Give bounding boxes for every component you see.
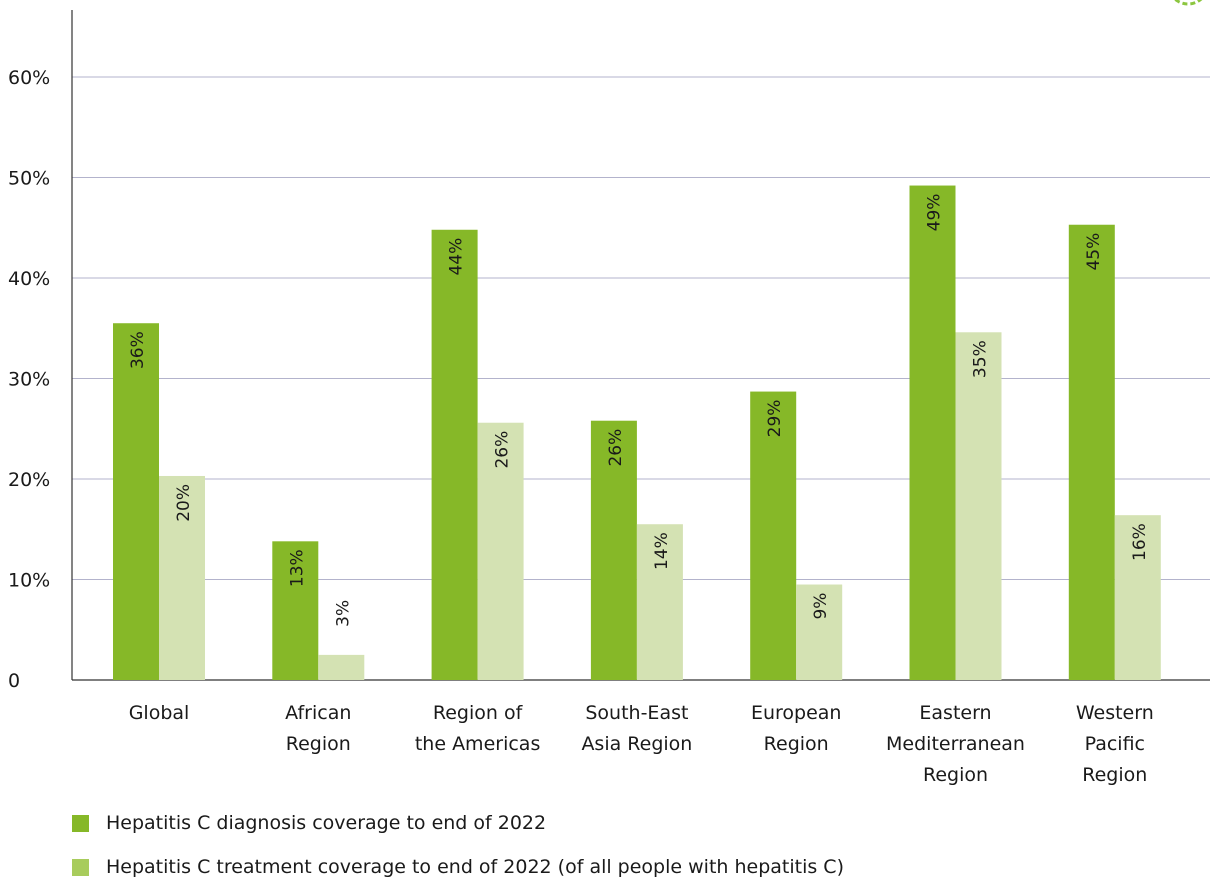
x-tick-label: European bbox=[751, 702, 842, 724]
bar-diagnosis bbox=[909, 185, 956, 681]
logo-ring-icon bbox=[1173, 0, 1203, 6]
data-label: 26% bbox=[493, 431, 513, 469]
data-label: 13% bbox=[287, 549, 307, 587]
bar-treatment bbox=[955, 332, 1002, 680]
data-label: 20% bbox=[174, 484, 194, 522]
y-tick-label: 50% bbox=[8, 168, 50, 190]
x-tick-label: Mediterranean bbox=[886, 733, 1025, 755]
bar-diagnosis bbox=[1068, 224, 1115, 681]
legend-label-treatment: Hepatitis C treatment coverage to end of… bbox=[106, 856, 844, 878]
x-tick-label: South-East bbox=[585, 702, 688, 724]
x-tick-label: Region bbox=[286, 733, 351, 755]
bar-treatment bbox=[1114, 515, 1161, 680]
data-label: 36% bbox=[128, 331, 148, 369]
data-label: 14% bbox=[652, 532, 672, 570]
y-tick-label: 40% bbox=[8, 268, 50, 290]
data-label: 29% bbox=[765, 400, 785, 438]
data-label: 45% bbox=[1084, 233, 1104, 271]
x-tick-label: Region bbox=[923, 764, 988, 786]
data-label: 44% bbox=[447, 238, 467, 276]
y-tick-label: 30% bbox=[8, 369, 50, 391]
bar-diagnosis bbox=[590, 420, 637, 680]
x-tick-label: Western bbox=[1076, 702, 1154, 724]
legend-swatch-treatment bbox=[72, 858, 89, 876]
bar-diagnosis bbox=[113, 323, 159, 680]
y-tick-label: 60% bbox=[8, 67, 50, 89]
data-label: 3% bbox=[333, 600, 353, 627]
x-tick-label: Eastern bbox=[919, 702, 991, 724]
legend-swatch-diagnosis bbox=[72, 814, 89, 832]
bar-treatment bbox=[477, 422, 524, 680]
bar-diagnosis bbox=[431, 229, 478, 680]
y-tick-label: 0 bbox=[8, 670, 20, 692]
data-label: 9% bbox=[811, 593, 831, 620]
x-tick-label: Global bbox=[129, 702, 190, 724]
bar-diagnosis bbox=[750, 391, 797, 680]
x-tick-label: Asia Region bbox=[581, 733, 692, 755]
y-tick-label: 20% bbox=[8, 469, 50, 491]
bar-diagnosis bbox=[272, 541, 319, 680]
legend-item-diagnosis: Hepatitis C diagnosis coverage to end of… bbox=[72, 812, 546, 834]
x-tick-label: Region bbox=[764, 733, 829, 755]
data-label: 35% bbox=[971, 340, 991, 378]
bar-treatment bbox=[796, 584, 843, 680]
y-tick-label: 10% bbox=[8, 570, 50, 592]
x-tick-label: African bbox=[285, 702, 351, 724]
data-label: 49% bbox=[925, 194, 945, 232]
x-tick-label: Pacific bbox=[1085, 733, 1145, 755]
x-tick-label: the Americas bbox=[415, 733, 541, 755]
bar-treatment bbox=[636, 524, 683, 680]
legend-label-diagnosis: Hepatitis C diagnosis coverage to end of… bbox=[106, 812, 547, 834]
bar-treatment bbox=[159, 475, 205, 680]
bar-chart: 0 10% 20% 30% 40% 50% 60% 36% 20% Global 13% 3% Afri… bbox=[8, 10, 1210, 786]
data-label: 16% bbox=[1130, 523, 1150, 561]
bar-treatment bbox=[318, 654, 365, 680]
x-tick-label: Region of bbox=[433, 702, 524, 724]
x-tick-label: Region bbox=[1082, 764, 1147, 786]
legend-item-treatment: Hepatitis C treatment coverage to end of… bbox=[72, 856, 844, 878]
data-label: 26% bbox=[606, 429, 626, 467]
